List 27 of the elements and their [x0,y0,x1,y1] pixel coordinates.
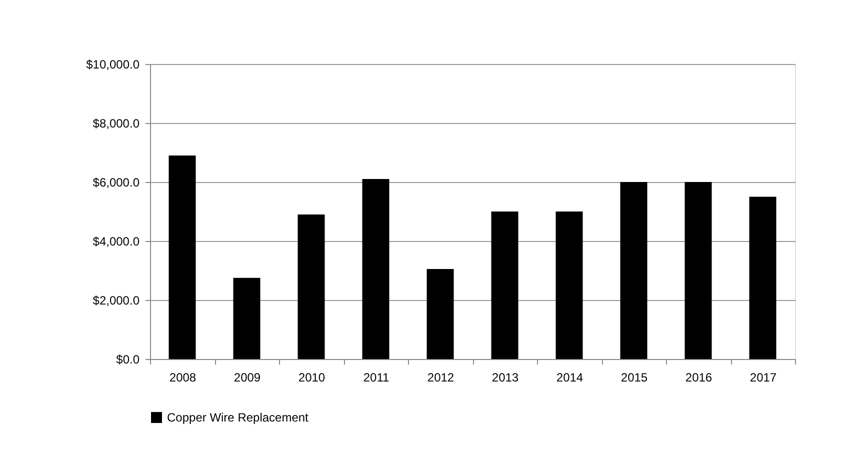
x-tick-label: 2009 [234,370,261,384]
bar [556,212,583,359]
x-tick-label: 2014 [556,370,584,384]
bar [620,182,648,359]
bar [298,214,325,359]
y-tick-label: $4,000.0 [92,234,140,248]
bar [362,179,390,359]
bar [491,212,518,359]
y-tick-label: $8,000.0 [92,116,140,130]
x-tick-label: 2008 [169,370,196,384]
bar [168,155,196,359]
bar [749,196,776,359]
x-tick-label: 2015 [620,370,648,384]
y-tick-label: $10,000.0 [86,58,140,72]
bar [684,182,712,359]
x-tick-label: 2010 [298,370,326,384]
x-tick-label: 2017 [750,370,777,384]
y-tick-label: $2,000.0 [92,294,140,308]
x-tick-label: 2013 [492,370,519,384]
y-tick-label: $6,000.0 [92,176,140,190]
x-tick-label: 2016 [685,370,712,384]
x-tick-label: 2012 [427,370,454,384]
bar [426,269,454,359]
y-tick-label: $0.0 [116,352,140,366]
x-tick-label: 2011 [363,370,390,384]
legend-label: Copper Wire Replacement [167,410,310,424]
bar [233,278,260,359]
